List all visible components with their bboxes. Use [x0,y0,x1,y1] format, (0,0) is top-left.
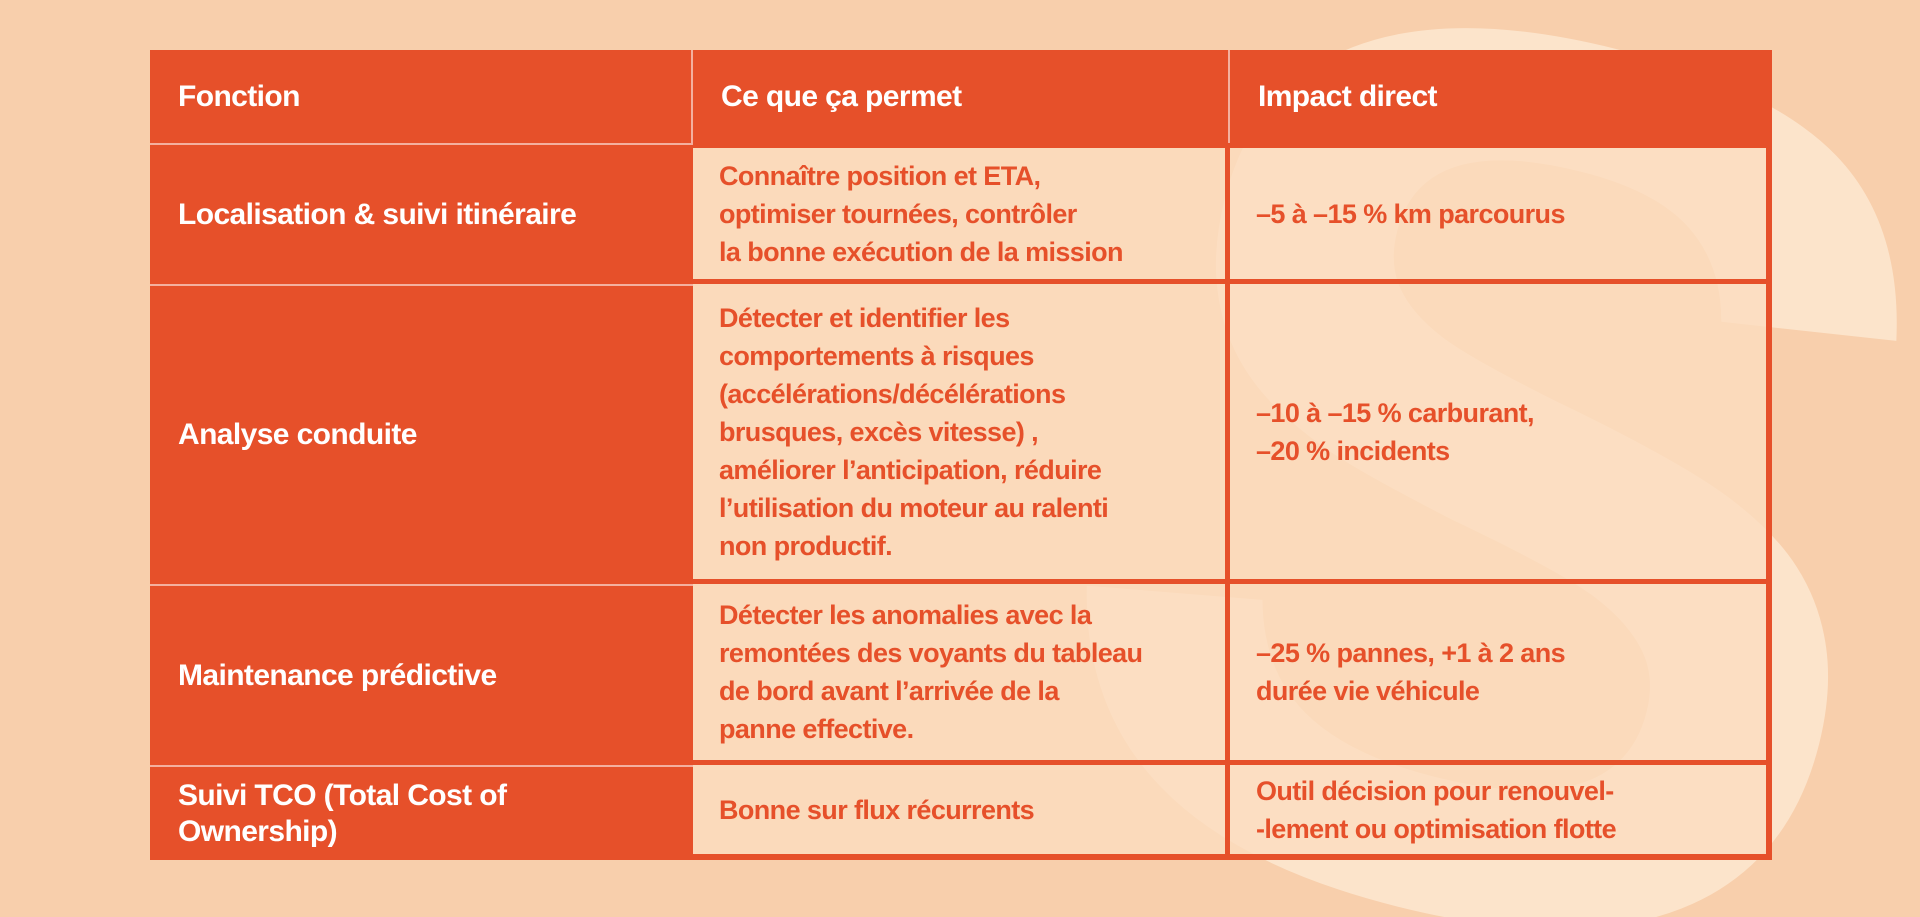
row-analyse-conduite-impact: –10 à –15 % carburant, –20 % incidents [1230,284,1772,584]
column-header-impact-direct: Impact direct [1230,50,1772,143]
row-localisation-permet: Connaître position et ETA, optimiser tou… [693,143,1230,284]
column-header-fonction: Fonction [150,50,693,143]
features-impact-table: Fonction Ce que ça permet Impact direct … [150,50,1772,860]
row-maintenance-predictive-impact: –25 % pannes, +1 à 2 ans durée vie véhic… [1230,584,1772,765]
row-suivi-tco-permet: Bonne sur flux récurrents [693,765,1230,860]
row-analyse-conduite-permet: Détecter et identifier les comportements… [693,284,1230,584]
column-header-ce-que-ca-permet: Ce que ça permet [693,50,1230,143]
row-maintenance-predictive-fonction: Maintenance prédictive [150,584,693,765]
row-suivi-tco-fonction: Suivi TCO (Total Cost of Ownership) [150,765,693,860]
row-analyse-conduite-fonction: Analyse conduite [150,284,693,584]
row-maintenance-predictive-permet: Détecter les anomalies avec la remontées… [693,584,1230,765]
row-suivi-tco-impact: Outil décision pour renouvel- -lement ou… [1230,765,1772,860]
row-localisation-impact: –5 à –15 % km parcourus [1230,143,1772,284]
row-localisation-fonction: Localisation & suivi itinéraire [150,143,693,284]
